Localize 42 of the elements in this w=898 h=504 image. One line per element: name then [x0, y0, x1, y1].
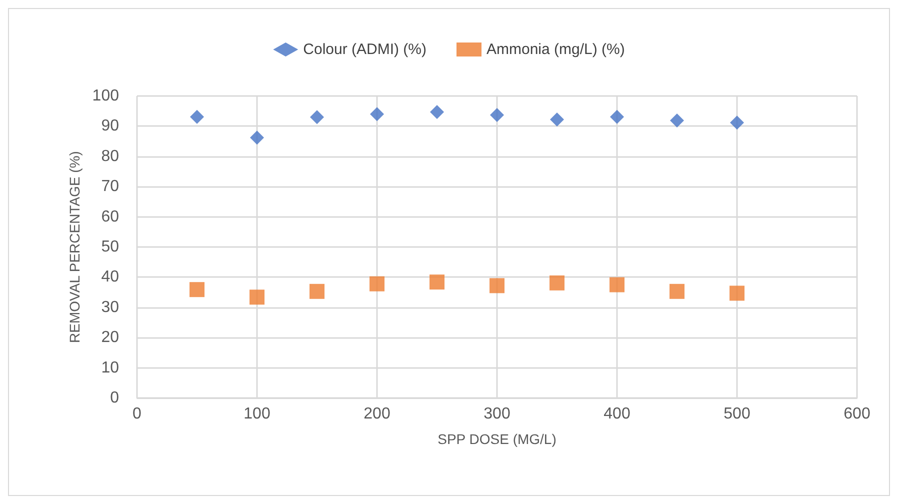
y-tick-label: 10 — [101, 359, 120, 376]
legend-label: Colour (ADMI) (%) — [303, 41, 426, 58]
point — [310, 284, 324, 299]
point — [490, 108, 504, 122]
point — [190, 282, 204, 298]
y-tick-label: 30 — [101, 298, 120, 316]
point — [670, 284, 684, 299]
y-tick-label: 80 — [101, 148, 120, 165]
point — [490, 278, 504, 294]
point — [610, 110, 624, 124]
x-tick-label: 300 — [484, 406, 510, 422]
point — [550, 112, 564, 127]
point — [310, 110, 324, 124]
x-tick-label: 0 — [132, 406, 142, 422]
x-tick-label: 200 — [364, 406, 390, 422]
point — [250, 130, 264, 145]
y-tick-label: 100 — [92, 88, 120, 104]
y-tick-label: 70 — [101, 178, 120, 196]
x-tick-label: 500 — [724, 406, 750, 422]
y-tick-label: 0 — [110, 390, 120, 406]
x-tick-label: 400 — [604, 406, 630, 422]
point — [370, 276, 384, 292]
point — [730, 286, 744, 301]
y-axis-title: REMOVAL PERCENTAGE (%) — [66, 151, 82, 343]
x-axis-title: SPP DOSE (MG/L) — [438, 431, 556, 447]
point — [550, 275, 564, 290]
y-tick-label: 40 — [101, 268, 120, 286]
legend-label: Ammonia (mg/L) (%) — [486, 41, 625, 58]
x-tick-label: 100 — [244, 406, 270, 422]
y-tick-label: 20 — [101, 329, 120, 346]
point — [670, 113, 684, 128]
point — [370, 107, 384, 122]
point — [610, 277, 624, 292]
point — [430, 274, 444, 290]
point — [730, 116, 744, 130]
y-tick-label: 50 — [101, 238, 120, 256]
y-tick-label: 90 — [101, 118, 120, 135]
point — [250, 290, 264, 305]
point — [430, 105, 444, 120]
y-tick-label: 60 — [101, 208, 120, 226]
x-tick-label: 600 — [844, 406, 870, 422]
point — [190, 110, 204, 124]
